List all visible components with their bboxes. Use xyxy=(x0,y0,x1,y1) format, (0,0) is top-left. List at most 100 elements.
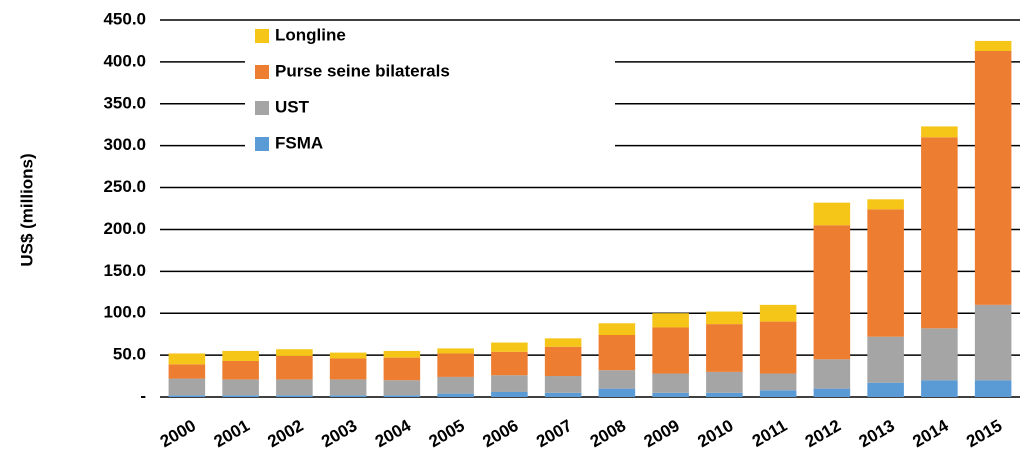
bar-segment xyxy=(544,338,582,347)
bar-segment xyxy=(276,349,313,356)
y-tick-label: 150.0 xyxy=(103,261,146,280)
bar-segment xyxy=(276,379,313,396)
bar-segment xyxy=(383,380,421,396)
y-tick-label: 200.0 xyxy=(103,219,146,238)
bar-segment xyxy=(706,311,743,325)
legend-swatch xyxy=(255,137,269,151)
bar-segment xyxy=(168,364,206,379)
y-tick-label: 250.0 xyxy=(103,177,146,196)
bar-segment xyxy=(544,376,582,393)
y-tick-label: 400.0 xyxy=(103,51,146,70)
bar-segment xyxy=(222,350,259,361)
bar-segment xyxy=(652,313,689,328)
y-tick-label: 300.0 xyxy=(103,135,146,154)
bar-segment xyxy=(437,348,474,354)
bar-segment xyxy=(867,382,904,397)
bar-segment xyxy=(974,50,1012,305)
bar-segment xyxy=(598,335,636,371)
bar-segment xyxy=(813,388,851,397)
x-tick-label: 2012 xyxy=(802,416,844,451)
bar-segment xyxy=(222,360,259,380)
bar-segment xyxy=(222,379,259,396)
x-tick-label: 2013 xyxy=(856,416,898,451)
y-tick-label: 50.0 xyxy=(113,345,146,364)
bar-segment xyxy=(276,395,313,397)
bar-segment xyxy=(222,395,259,397)
bar-segment xyxy=(921,126,958,138)
x-tick-label: 2010 xyxy=(694,416,736,451)
legend-label: UST xyxy=(275,97,310,116)
x-tick-label: 2009 xyxy=(641,416,683,451)
bar-segment xyxy=(491,342,528,352)
bar-segment xyxy=(437,353,474,377)
bar-segment xyxy=(437,393,474,397)
x-tick-label: 2000 xyxy=(157,416,199,451)
bar-segment xyxy=(598,323,636,336)
bar-segment xyxy=(759,304,797,322)
bar-segment xyxy=(491,391,528,397)
bar-segment xyxy=(974,380,1012,397)
bar-segment xyxy=(598,370,636,389)
legend-swatch xyxy=(255,65,269,79)
bar-segment xyxy=(921,137,958,329)
bar-segment xyxy=(276,355,313,380)
bar-segment xyxy=(598,388,636,397)
bar-segment xyxy=(168,353,206,365)
bar-segment xyxy=(652,392,689,397)
bar-segment xyxy=(168,378,206,396)
bar-segment xyxy=(921,328,958,381)
x-tick-label: 2002 xyxy=(264,416,306,451)
bar-segment xyxy=(974,304,1012,381)
legend-label: FSMA xyxy=(275,133,323,152)
bar-segment xyxy=(759,373,797,391)
bar-segment xyxy=(329,352,367,359)
x-tick-label: 2004 xyxy=(372,416,415,452)
bar-segment xyxy=(813,202,851,226)
x-tick-label: 2015 xyxy=(963,416,1005,451)
legend-swatch xyxy=(255,29,269,43)
bar-segment xyxy=(921,380,958,397)
x-tick-label: 2008 xyxy=(587,416,629,451)
bar-segment xyxy=(329,395,367,397)
bar-segment xyxy=(329,379,367,396)
x-tick-label: 2005 xyxy=(426,416,468,451)
bar-segment xyxy=(383,357,421,381)
x-tick-label: 2007 xyxy=(533,416,575,451)
bar-segment xyxy=(706,324,743,372)
y-tick-label: 450.0 xyxy=(103,9,146,28)
y-tick-label: 100.0 xyxy=(103,303,146,322)
bar-segment xyxy=(544,392,582,397)
bar-segment xyxy=(759,390,797,397)
bar-segment xyxy=(383,395,421,397)
bar-segment xyxy=(491,375,528,392)
bar-segment xyxy=(491,351,528,376)
x-tick-label: 2003 xyxy=(318,416,360,451)
bar-segment xyxy=(652,327,689,374)
legend-label: Purse seine bilaterals xyxy=(275,61,450,80)
bar-segment xyxy=(867,209,904,337)
bar-segment xyxy=(437,376,474,394)
bar-segment xyxy=(383,350,421,358)
bar-segment xyxy=(867,199,904,210)
bar-segment xyxy=(706,371,743,393)
legend-label: Longline xyxy=(275,25,346,44)
y-axis-label: US$ (millions) xyxy=(17,153,36,266)
bar-segment xyxy=(867,336,904,383)
legend-box xyxy=(245,22,615,167)
y-tick-label: - xyxy=(140,386,146,405)
legend-swatch xyxy=(255,101,269,115)
y-tick-label: 350.0 xyxy=(103,93,146,112)
bar-segment xyxy=(544,346,582,377)
x-tick-label: 2006 xyxy=(479,416,521,451)
bar-segment xyxy=(168,395,206,397)
x-tick-label: 2011 xyxy=(749,416,790,451)
x-tick-label: 2014 xyxy=(909,416,952,452)
bar-segment xyxy=(652,373,689,393)
bar-segment xyxy=(759,321,797,374)
bar-segment xyxy=(813,225,851,360)
bar-segment xyxy=(329,358,367,380)
bar-segment xyxy=(813,359,851,389)
bar-segment xyxy=(706,392,743,397)
bar-segment xyxy=(974,40,1012,51)
